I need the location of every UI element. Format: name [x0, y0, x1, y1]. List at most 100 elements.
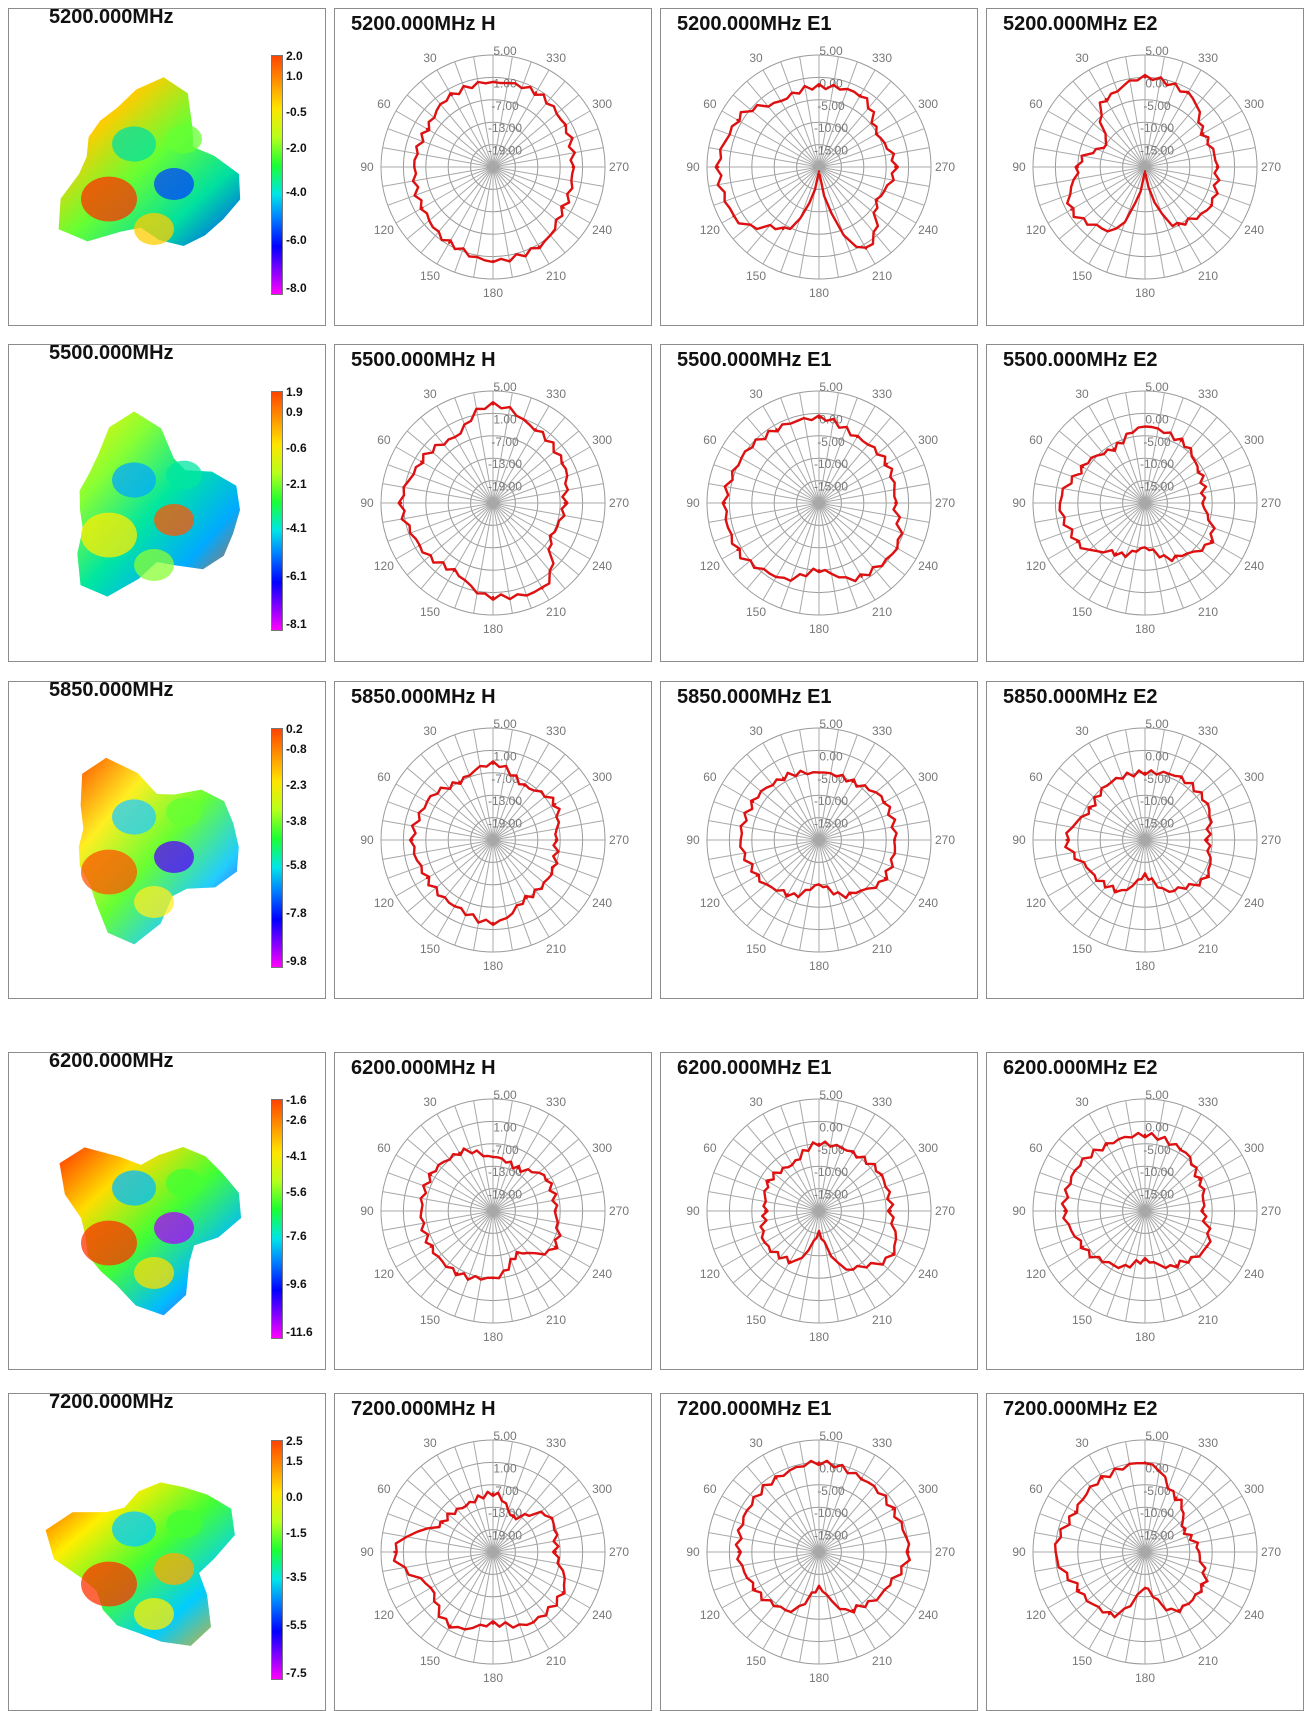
- colorbar-tick-label: 1.0: [286, 69, 303, 83]
- polar-spoke: [1088, 1210, 1146, 1309]
- colorbar: [271, 728, 283, 968]
- polar-angle-label: 240: [918, 559, 938, 573]
- polar-data-point: [746, 1509, 749, 1512]
- polar-title: 5200.000MHz E1: [677, 13, 832, 35]
- polar-angle-label: 90: [360, 496, 374, 510]
- polar-angle-label: 210: [872, 1654, 892, 1668]
- polar-spoke: [1144, 166, 1232, 240]
- polar-angle-label: 90: [360, 833, 374, 847]
- polar-spoke: [1072, 1465, 1146, 1553]
- polar-angle-label: 270: [935, 160, 955, 174]
- polar-angle-label: 150: [1072, 605, 1092, 619]
- polar-spoke: [780, 1446, 820, 1553]
- polar-radial-label: -10.00: [1140, 1506, 1174, 1520]
- polar-spoke: [818, 1495, 917, 1553]
- polar-data-point: [1177, 1609, 1180, 1612]
- colorbar-tick-label: -4.1: [286, 521, 307, 535]
- polar-radial-label: -5.00: [1143, 435, 1171, 449]
- polar-spoke: [818, 166, 858, 273]
- polar-spoke: [818, 502, 892, 590]
- polar-spoke: [799, 392, 820, 504]
- polar-data-point: [1074, 1510, 1077, 1513]
- polar-data-point: [458, 1151, 461, 1154]
- polar-data-point: [851, 1609, 854, 1612]
- polar-spoke: [818, 69, 876, 168]
- polar-title: 7200.000MHz E2: [1003, 1398, 1158, 1420]
- polar-spoke: [818, 405, 876, 504]
- polar-spoke: [454, 1551, 494, 1658]
- polar-angle-label: 240: [1244, 1267, 1264, 1281]
- polar-title: 6200.000MHz E1: [677, 1057, 832, 1079]
- polar-spoke: [1144, 1551, 1232, 1625]
- polar-spoke: [492, 397, 532, 504]
- polar-data-point: [1175, 1496, 1178, 1499]
- polar-spoke: [1144, 734, 1184, 841]
- polar-data-point: [817, 569, 821, 572]
- polar-spoke: [818, 502, 906, 576]
- polar-spoke: [406, 502, 494, 576]
- polar-data-point: [456, 1271, 459, 1275]
- polar-data-point: [763, 1241, 766, 1244]
- polar-data-point: [736, 548, 739, 552]
- polar-spoke: [1144, 1210, 1184, 1317]
- polar-data-point: [767, 1180, 770, 1184]
- polar-radial-label: -15.00: [814, 144, 848, 158]
- polar-spoke: [420, 166, 494, 254]
- polar-data-point: [512, 1515, 515, 1519]
- polar-spoke: [436, 405, 494, 504]
- polar-spoke: [713, 1210, 820, 1250]
- polar-spoke: [492, 502, 604, 523]
- polar-spoke: [1125, 56, 1146, 168]
- polar-radial-label: 5.00: [1145, 1088, 1169, 1102]
- polar-data-point: [1058, 501, 1062, 505]
- polar-angle-label: 300: [918, 1482, 938, 1496]
- polar-spoke: [818, 502, 876, 601]
- polar-spoke: [1034, 147, 1146, 168]
- polar-radial-label: -13.00: [488, 121, 522, 135]
- frequency-label: 7200.000MHz: [49, 1393, 174, 1413]
- polar-data-point: [1063, 1209, 1066, 1213]
- polar-spoke: [746, 1210, 820, 1298]
- polar-spoke: [492, 839, 580, 913]
- polar-spoke: [454, 1446, 494, 1553]
- polar-radial-label: 1.00: [493, 1461, 517, 1475]
- polar-data-point: [1112, 447, 1115, 450]
- polar-spoke: [492, 839, 604, 860]
- polar-angle-label: 240: [1244, 1608, 1264, 1622]
- polar-spoke: [1072, 1124, 1146, 1212]
- polar-spoke: [420, 753, 494, 841]
- polar-spoke: [1088, 839, 1146, 938]
- polar-radial-label: -7.00: [491, 435, 519, 449]
- polar-angle-label: 210: [1198, 269, 1218, 283]
- colorbar: [271, 55, 283, 295]
- polar-data-point: [420, 460, 423, 463]
- polar-spoke: [1106, 61, 1146, 168]
- polar-chart: 3060901201501802102402703003305.000.00-5…: [686, 1088, 955, 1344]
- polar-angle-label: 150: [420, 942, 440, 956]
- polar-data-point: [1070, 208, 1073, 211]
- polar-spoke: [1144, 1138, 1232, 1212]
- polar-spoke: [1144, 94, 1232, 168]
- polar-angle-label: 90: [360, 160, 374, 174]
- polar-angle-label: 90: [686, 496, 700, 510]
- polar-data-point: [546, 1178, 549, 1181]
- polar-spoke: [1144, 1551, 1165, 1663]
- polar-spoke: [1039, 128, 1146, 168]
- surface-panel: 5200.000MHz 2.0 1.0 -0.5 -2.0 -4.0 -6.0 -8.0: [8, 8, 326, 326]
- polar-spoke: [1034, 166, 1146, 187]
- frequency-label: 5200.000MHz: [49, 8, 174, 28]
- polar-data-point: [1114, 552, 1118, 555]
- polar-data-point: [491, 1492, 495, 1495]
- polar-spoke: [1058, 839, 1146, 913]
- polar-angle-label: 330: [872, 51, 892, 65]
- polar-radial-label: -10.00: [1140, 1165, 1174, 1179]
- polar-spoke: [818, 839, 876, 938]
- polar-spoke: [818, 1551, 930, 1572]
- polar-radial-label: -7.00: [491, 772, 519, 786]
- polar-chart: 3060901201501802102402703003305.000.00-5…: [686, 1429, 955, 1685]
- polar-spoke: [492, 1479, 580, 1553]
- polar-spoke: [1144, 1105, 1184, 1212]
- polar-angle-label: 300: [1244, 433, 1264, 447]
- polar-spoke: [818, 1191, 930, 1212]
- polar-data-point: [883, 1588, 887, 1592]
